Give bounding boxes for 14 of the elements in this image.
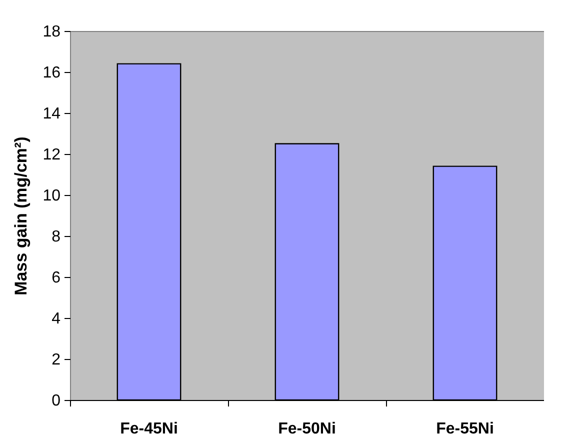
y-axis-title: Mass gain (mg/cm²) [12,136,31,296]
x-tick-label: Fe-55Ni [436,420,494,438]
y-tick-label: 8 [52,228,61,246]
y-tick-label: 6 [52,270,61,286]
y-tick-label: 4 [52,310,61,328]
y-tick-label: 2 [52,352,61,368]
y-tick-label: 18 [42,24,61,40]
y-tick-label: 16 [42,64,61,82]
y-tick-label: 14 [42,106,61,122]
x-tick-label: Fe-45Ni [120,420,178,438]
y-tick-label: 0 [52,392,61,410]
x-tick-label: Fe-50Ni [278,420,336,438]
y-tick-label: 10 [42,188,61,204]
y-tick-label: 12 [42,146,61,164]
